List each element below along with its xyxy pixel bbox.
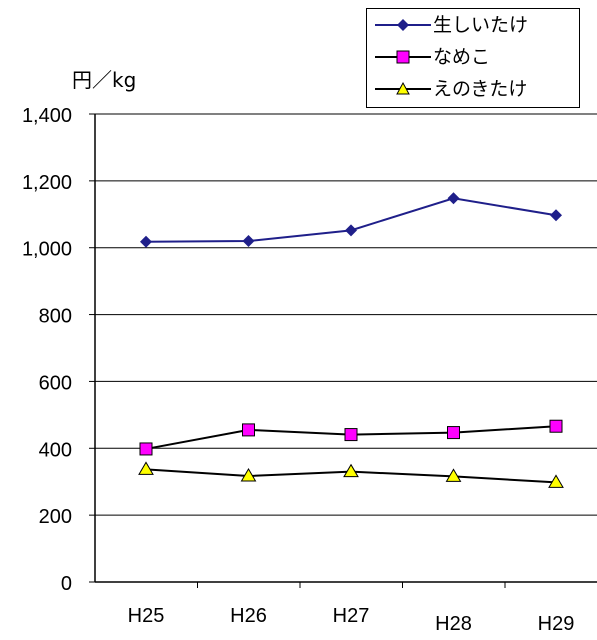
x-tick-label: H29 <box>538 613 575 635</box>
legend: 生しいたけ なめこ えのきたけ <box>366 8 580 108</box>
data-point-triangle <box>138 461 154 475</box>
axes <box>94 114 597 583</box>
y-tick-label: 200 <box>39 506 72 528</box>
legend-label-shiitake: 生しいたけ <box>433 14 529 36</box>
y-tick-label: 400 <box>39 439 72 461</box>
y-tick-label: 1,200 <box>22 172 72 194</box>
data-point-square <box>447 426 460 440</box>
legend-marker-triangle-icon <box>375 81 431 95</box>
data-point-diamond <box>345 224 357 237</box>
y-tick-label: 1,000 <box>22 239 72 261</box>
legend-label-nameko: なめこ <box>433 46 491 68</box>
data-point-diamond <box>242 235 255 248</box>
data-point-triangle <box>343 463 359 478</box>
x-tick-label: H25 <box>128 605 165 627</box>
y-tick-label: 600 <box>39 372 72 394</box>
legend-item-nameko: なめこ <box>375 43 490 71</box>
data-point-triangle <box>548 474 564 488</box>
legend-item-enokitake: えのきたけ <box>375 75 527 103</box>
y-tick-label: 1,400 <box>22 105 72 127</box>
gridlines <box>95 113 597 516</box>
data-point-triangle <box>445 468 462 482</box>
data-point-square <box>344 428 358 442</box>
y-tick-label: 800 <box>39 306 72 328</box>
y-axis-ticks: 0 200 400 600 800 1,000 1,200 1,400 <box>22 105 95 595</box>
data-point-diamond <box>447 192 460 205</box>
legend-marker-square-icon <box>375 50 431 64</box>
data-point-square <box>242 423 255 437</box>
series-group <box>138 192 564 488</box>
legend-marker-diamond-icon <box>375 19 431 31</box>
x-tick-label: H27 <box>333 605 370 627</box>
x-tick-label: H28 <box>435 613 472 635</box>
x-tick-label: H26 <box>230 605 267 627</box>
data-point-triangle <box>240 468 257 482</box>
x-axis-ticks: H25 H26 H27 H28 H29 <box>128 582 575 635</box>
legend-item-shiitake: 生しいたけ <box>375 11 528 39</box>
legend-label-enokitake: えのきたけ <box>433 78 528 100</box>
y-axis-unit-label: 円／kg <box>72 68 137 92</box>
data-point-diamond <box>140 235 152 248</box>
y-tick-label: 0 <box>61 573 72 595</box>
data-point-square <box>549 419 563 433</box>
data-point-diamond <box>550 209 562 222</box>
data-point-square <box>139 442 153 456</box>
